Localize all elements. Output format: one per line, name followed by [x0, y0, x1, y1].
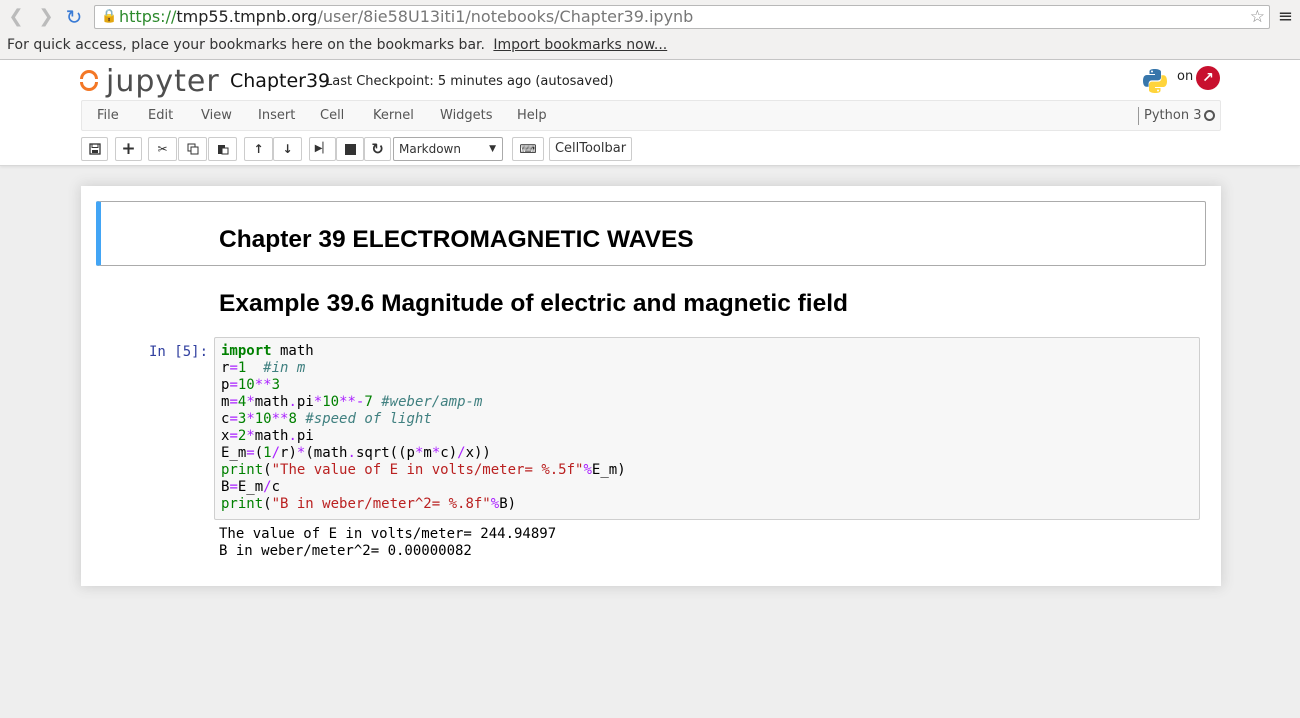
menu-insert[interactable]: Insert: [258, 108, 296, 123]
input-prompt: In [5]:: [149, 344, 209, 360]
menubar: File Edit View Insert Cell Kernel Widget…: [81, 100, 1221, 131]
logo-text: jupyter: [106, 63, 220, 99]
python-logo-icon: [1143, 69, 1167, 93]
menu-help[interactable]: Help: [517, 108, 547, 123]
copy-icon: [187, 143, 198, 155]
code-cell-editor[interactable]: import math r=1 #in m p=10**3 m=4*math.p…: [214, 337, 1200, 520]
cell-type-value: Markdown: [399, 142, 461, 156]
chapter-heading: Chapter 39 ELECTROMAGNETIC WAVES: [219, 226, 694, 253]
copy-button[interactable]: [178, 137, 207, 161]
jupyter-header: jupyter Chapter39 Last Checkpoint: 5 min…: [0, 60, 1300, 166]
menu-kernel[interactable]: Kernel: [373, 108, 414, 123]
celltoolbar-button[interactable]: CellToolbar: [549, 137, 632, 161]
paste-button[interactable]: [208, 137, 237, 161]
bookmark-star-icon[interactable]: ☆: [1249, 7, 1265, 27]
plus-icon: +: [121, 139, 136, 159]
jupyter-logo[interactable]: jupyter: [80, 63, 220, 99]
jupyter-logo-icon: [80, 68, 100, 94]
kernel-name: Python 3: [1138, 107, 1201, 125]
insert-cell-button[interactable]: +: [115, 137, 142, 161]
step-forward-icon: ▶▏: [314, 143, 331, 154]
cell-type-select[interactable]: Markdown ▼: [393, 137, 503, 161]
checkpoint-status: Last Checkpoint: 5 minutes ago (autosave…: [325, 74, 614, 89]
url-path: /user/8ie58U13iti1/notebooks/Chapter39.i…: [317, 7, 694, 26]
menu-cell[interactable]: Cell: [320, 108, 345, 123]
command-palette-button[interactable]: ⌨: [512, 137, 544, 161]
cut-button[interactable]: ✂: [148, 137, 177, 161]
notebook-toolbar: + ✂ ↑ ↓ ▶▏ ↻ Markdown ▼ ⌨ CellToolbar: [81, 137, 1221, 161]
lock-icon: 🔒: [101, 9, 118, 24]
arrow-down-icon: ↓: [282, 142, 293, 156]
stop-icon: [344, 144, 356, 155]
browser-menu-icon[interactable]: ≡: [1277, 6, 1293, 27]
bookmarks-hint: For quick access, place your bookmarks h…: [7, 37, 485, 53]
menu-widgets[interactable]: Widgets: [440, 108, 493, 123]
example-heading: Example 39.6 Magnitude of electric and m…: [219, 290, 849, 317]
restart-icon: ↻: [371, 140, 384, 158]
notebook-name[interactable]: Chapter39: [230, 70, 331, 92]
kernel-status-icon: [1204, 110, 1215, 121]
arrow-up-icon: ↑: [253, 142, 264, 156]
url-host: tmp55.tmpnb.org: [176, 7, 318, 26]
cell-output: The value of E in volts/meter= 244.94897…: [219, 526, 556, 560]
url-scheme: https://: [119, 7, 177, 26]
code-content: import math r=1 #in m p=10**3 m=4*math.p…: [221, 343, 626, 512]
selected-markdown-cell[interactable]: [96, 201, 1206, 266]
bookmarks-bar: For quick access, place your bookmarks h…: [0, 34, 1300, 60]
forward-arrow-icon[interactable]: ❯: [38, 6, 54, 27]
interrupt-button[interactable]: [336, 137, 364, 161]
reload-icon[interactable]: ↻: [65, 5, 83, 29]
menu-view[interactable]: View: [201, 108, 232, 123]
rackspace-logo-icon: ↗: [1196, 66, 1220, 90]
import-bookmarks-link[interactable]: Import bookmarks now...: [493, 37, 668, 53]
keyboard-icon: ⌨: [519, 142, 537, 156]
move-down-button[interactable]: ↓: [273, 137, 302, 161]
output-line: B in weber/meter^2= 0.00000082: [219, 543, 472, 559]
save-button[interactable]: [81, 137, 108, 161]
restart-button[interactable]: ↻: [364, 137, 391, 161]
browser-toolbar: ❮ ❯ ↻ 🔒 https://tmp55.tmpnb.org/user/8ie…: [0, 0, 1300, 34]
select-caret-icon: ▼: [489, 144, 496, 154]
move-up-button[interactable]: ↑: [244, 137, 273, 161]
menu-edit[interactable]: Edit: [148, 108, 174, 123]
on-label: on: [1177, 69, 1194, 84]
paste-icon: [217, 145, 228, 155]
notebook-container: Chapter 39 ELECTROMAGNETIC WAVES Example…: [81, 186, 1221, 586]
address-bar[interactable]: 🔒 https://tmp55.tmpnb.org/user/8ie58U13i…: [94, 5, 1270, 29]
back-arrow-icon[interactable]: ❮: [8, 6, 24, 27]
menu-file[interactable]: File: [97, 108, 119, 123]
scissors-icon: ✂: [157, 142, 168, 156]
save-icon: [88, 143, 101, 155]
run-button[interactable]: ▶▏: [309, 137, 336, 161]
output-line: The value of E in volts/meter= 244.94897: [219, 526, 557, 542]
